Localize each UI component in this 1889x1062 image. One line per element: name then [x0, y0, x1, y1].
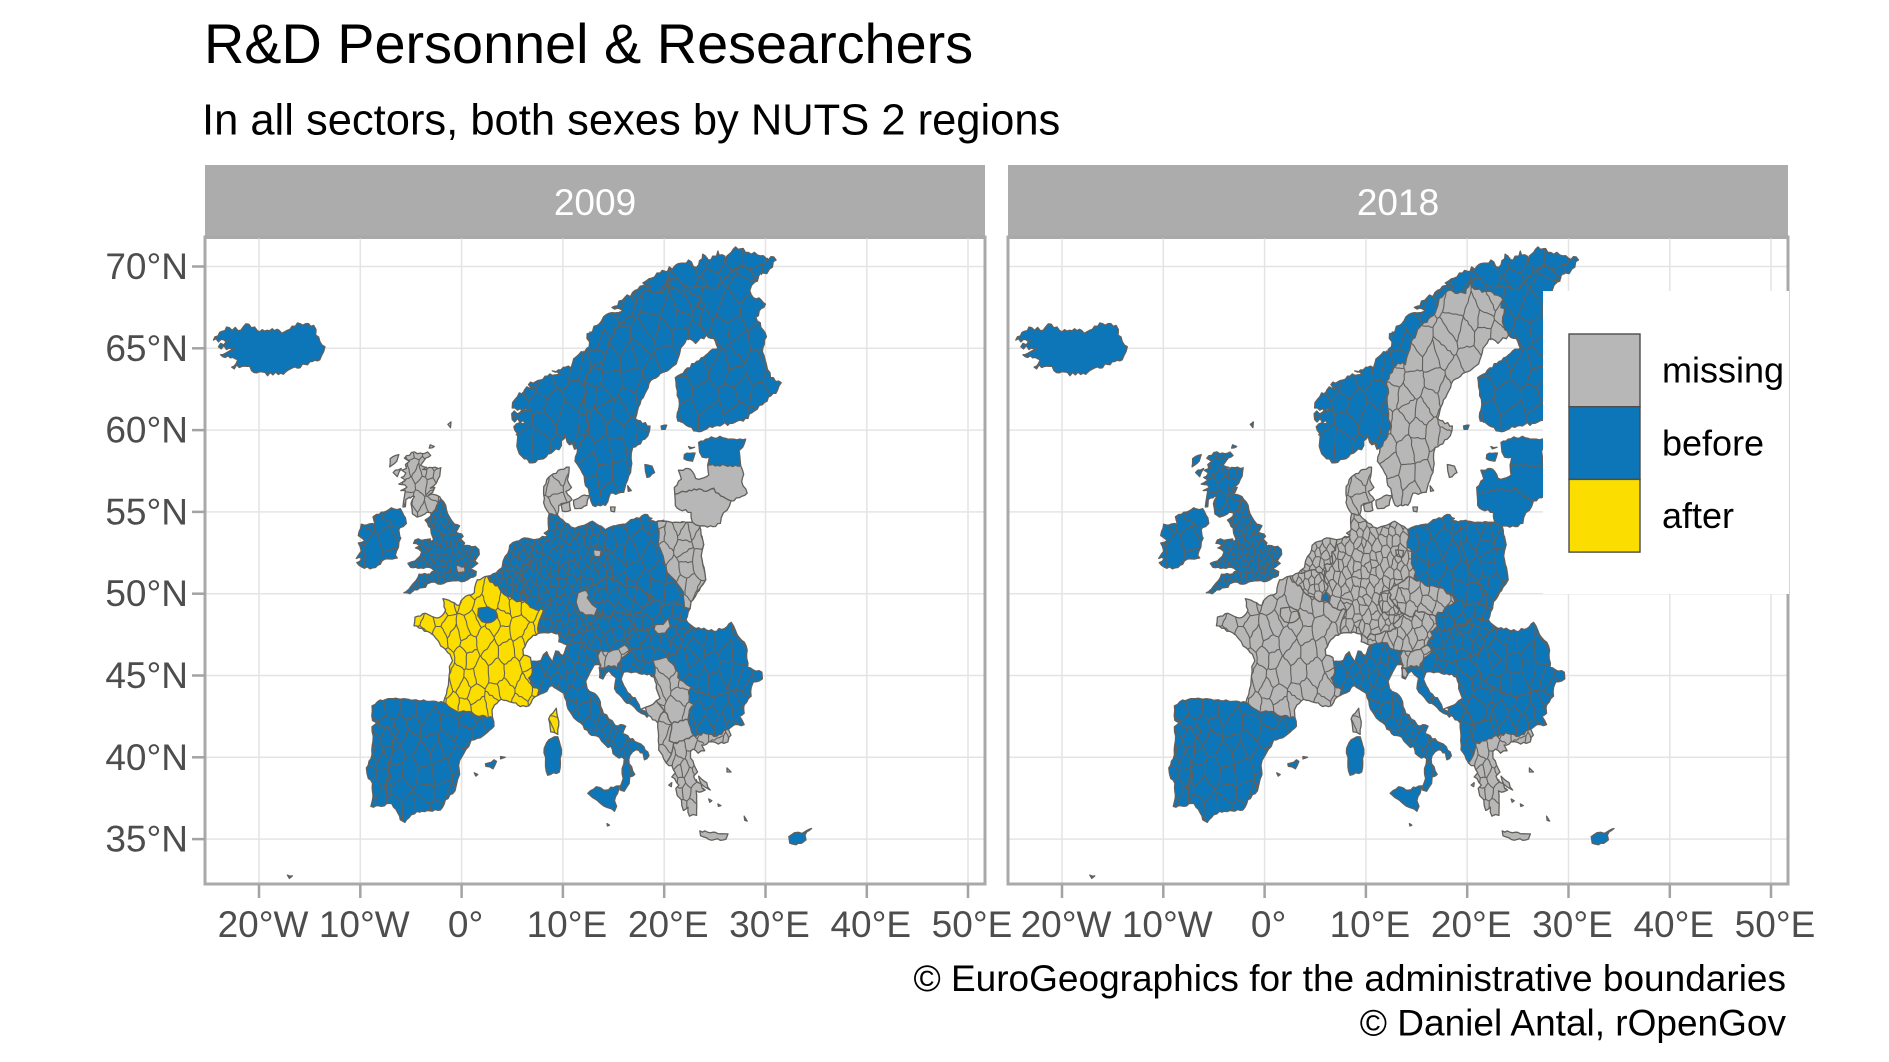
svg-text:30°E: 30°E: [729, 904, 810, 945]
svg-text:2009: 2009: [554, 182, 636, 223]
svg-text:2018: 2018: [1357, 182, 1439, 223]
svg-text:50°E: 50°E: [1735, 904, 1816, 945]
svg-text:40°E: 40°E: [830, 904, 911, 945]
svg-text:missing: missing: [1662, 350, 1784, 391]
svg-text:70°N: 70°N: [105, 246, 188, 287]
svg-text:© Daniel Antal, rOpenGov: © Daniel Antal, rOpenGov: [1360, 1003, 1787, 1044]
svg-text:20°W: 20°W: [218, 904, 309, 945]
svg-text:35°N: 35°N: [105, 819, 188, 860]
svg-text:10°W: 10°W: [1122, 904, 1213, 945]
svg-text:55°N: 55°N: [105, 491, 188, 532]
svg-text:after: after: [1662, 495, 1734, 536]
svg-text:10°E: 10°E: [1330, 904, 1411, 945]
svg-text:R&D Personnel & Researchers: R&D Personnel & Researchers: [204, 12, 973, 75]
svg-text:before: before: [1662, 423, 1764, 464]
svg-text:In all sectors, both sexes by: In all sectors, both sexes by NUTS 2 reg…: [202, 97, 1060, 145]
svg-text:20°W: 20°W: [1021, 904, 1112, 945]
svg-text:© EuroGeographics for the admi: © EuroGeographics for the administrative…: [913, 958, 1786, 999]
svg-text:40°N: 40°N: [105, 737, 188, 778]
svg-text:50°N: 50°N: [105, 573, 188, 614]
svg-text:20°E: 20°E: [628, 904, 709, 945]
svg-text:60°N: 60°N: [105, 410, 188, 451]
svg-text:30°E: 30°E: [1532, 904, 1613, 945]
svg-text:65°N: 65°N: [105, 328, 188, 369]
svg-text:10°W: 10°W: [319, 904, 410, 945]
svg-text:10°E: 10°E: [527, 904, 608, 945]
svg-text:45°N: 45°N: [105, 655, 188, 696]
svg-text:0°: 0°: [1251, 904, 1286, 945]
svg-text:50°E: 50°E: [932, 904, 1013, 945]
svg-text:0°: 0°: [448, 904, 483, 945]
svg-text:40°E: 40°E: [1633, 904, 1714, 945]
svg-text:20°E: 20°E: [1431, 904, 1512, 945]
